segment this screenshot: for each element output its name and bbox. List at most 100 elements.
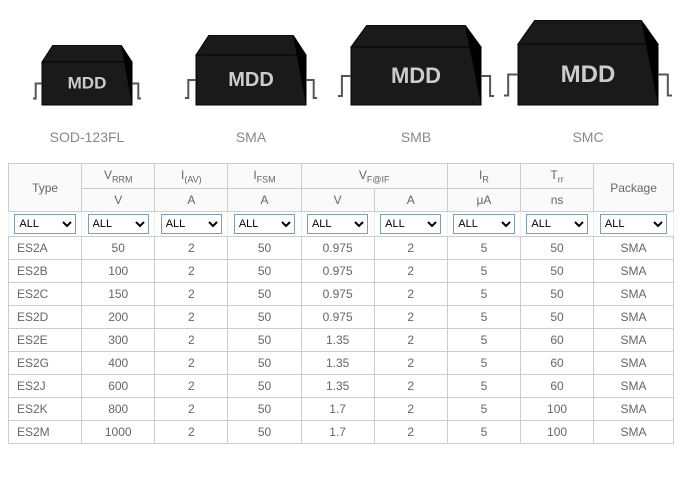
cell-value: 50 <box>228 375 301 398</box>
cell-value: 50 <box>228 283 301 306</box>
cell-value: 5 <box>447 306 520 329</box>
cell-value: 50 <box>520 306 593 329</box>
filter-select[interactable]: ALL <box>14 214 75 234</box>
cell-value: SMA <box>594 375 674 398</box>
cell-value: 50 <box>228 398 301 421</box>
package-smc: MDD SMC <box>504 20 672 145</box>
col-ifsm: IFSM <box>228 164 301 189</box>
unit-vrrm: V <box>82 189 155 212</box>
table-row: ES2J6002501.352560SMA <box>9 375 674 398</box>
cell-value: 50 <box>228 237 301 260</box>
cell-value: 1.7 <box>301 421 374 444</box>
filter-row: ALL ALL ALL ALL ALL ALL ALL ALL ALL <box>9 212 674 237</box>
cell-value: 2 <box>155 260 228 283</box>
cell-type: ES2E <box>9 329 82 352</box>
cell-type: ES2D <box>9 306 82 329</box>
package-gallery: MDD SOD-123FL MDD SMA MDD SMB MDD <box>0 0 682 155</box>
cell-value: 0.975 <box>301 237 374 260</box>
filter-select[interactable]: ALL <box>88 214 149 234</box>
cell-value: SMA <box>594 306 674 329</box>
package-sma: MDD SMA <box>174 35 328 145</box>
cell-type: ES2B <box>9 260 82 283</box>
col-trr: Trr <box>520 164 593 189</box>
cell-value: 50 <box>520 260 593 283</box>
unit-ir: μA <box>447 189 520 212</box>
cell-value: 2 <box>155 283 228 306</box>
cell-value: 5 <box>447 260 520 283</box>
cell-value: 60 <box>520 375 593 398</box>
cell-value: 600 <box>82 375 155 398</box>
filter-select[interactable]: ALL <box>453 214 514 234</box>
cell-value: 5 <box>447 421 520 444</box>
unit-trr: ns <box>520 189 593 212</box>
col-vfif: VF@IF <box>301 164 447 189</box>
filter-select[interactable]: ALL <box>380 214 441 234</box>
cell-value: 2 <box>374 283 447 306</box>
cell-value: 800 <box>82 398 155 421</box>
spec-table: Type VRRM I(AV) IFSM VF@IF IR Trr Packag… <box>8 163 674 444</box>
svg-text:MDD: MDD <box>228 69 274 91</box>
table-row: ES2K8002501.725100SMA <box>9 398 674 421</box>
cell-value: 0.975 <box>301 260 374 283</box>
cell-type: ES2A <box>9 237 82 260</box>
table-header: Type VRRM I(AV) IFSM VF@IF IR Trr Packag… <box>9 164 674 237</box>
cell-type: ES2M <box>9 421 82 444</box>
filter-select[interactable]: ALL <box>600 214 667 234</box>
package-label: SMC <box>572 129 603 145</box>
table-row: ES2B1002500.9752550SMA <box>9 260 674 283</box>
cell-value: 2 <box>155 237 228 260</box>
cell-value: 0.975 <box>301 306 374 329</box>
cell-value: 2 <box>374 329 447 352</box>
cell-value: SMA <box>594 329 674 352</box>
cell-value: 2 <box>155 329 228 352</box>
cell-value: 2 <box>155 306 228 329</box>
filter-select[interactable]: ALL <box>234 214 295 234</box>
cell-value: 60 <box>520 352 593 375</box>
cell-value: SMA <box>594 352 674 375</box>
cell-value: 2 <box>374 237 447 260</box>
cell-value: 2 <box>155 398 228 421</box>
cell-value: 5 <box>447 352 520 375</box>
cell-value: 2 <box>374 260 447 283</box>
cell-type: ES2C <box>9 283 82 306</box>
cell-value: 50 <box>82 237 155 260</box>
cell-value: SMA <box>594 260 674 283</box>
table-row: ES2A502500.9752550SMA <box>9 237 674 260</box>
cell-value: 200 <box>82 306 155 329</box>
cell-value: 300 <box>82 329 155 352</box>
package-label: SMA <box>236 129 266 145</box>
package-smb: MDD SMB <box>338 25 494 145</box>
cell-value: 60 <box>520 329 593 352</box>
cell-value: 2 <box>374 375 447 398</box>
cell-value: 1.35 <box>301 375 374 398</box>
cell-type: ES2K <box>9 398 82 421</box>
cell-value: 5 <box>447 398 520 421</box>
cell-value: SMA <box>594 398 674 421</box>
cell-type: ES2J <box>9 375 82 398</box>
col-type: Type <box>9 164 82 212</box>
svg-text:MDD: MDD <box>391 63 441 88</box>
svg-text:MDD: MDD <box>68 74 107 93</box>
cell-value: 2 <box>374 421 447 444</box>
cell-value: SMA <box>594 237 674 260</box>
cell-value: SMA <box>594 283 674 306</box>
unit-ifsm: A <box>228 189 301 212</box>
cell-value: SMA <box>594 421 674 444</box>
cell-value: 50 <box>228 421 301 444</box>
table-row: ES2D2002500.9752550SMA <box>9 306 674 329</box>
package-sod-123fl: MDD SOD-123FL <box>10 45 164 145</box>
filter-select[interactable]: ALL <box>307 214 368 234</box>
cell-value: 1.7 <box>301 398 374 421</box>
filter-select[interactable]: ALL <box>161 214 222 234</box>
col-package: Package <box>594 164 674 212</box>
table-row: ES2E3002501.352560SMA <box>9 329 674 352</box>
cell-value: 100 <box>520 398 593 421</box>
cell-value: 2 <box>155 421 228 444</box>
filter-select[interactable]: ALL <box>526 214 587 234</box>
table-row: ES2C1502500.9752550SMA <box>9 283 674 306</box>
cell-value: 2 <box>374 306 447 329</box>
cell-value: 400 <box>82 352 155 375</box>
svg-text:MDD: MDD <box>561 61 616 88</box>
table-row: ES2G4002501.352560SMA <box>9 352 674 375</box>
cell-value: 50 <box>228 329 301 352</box>
